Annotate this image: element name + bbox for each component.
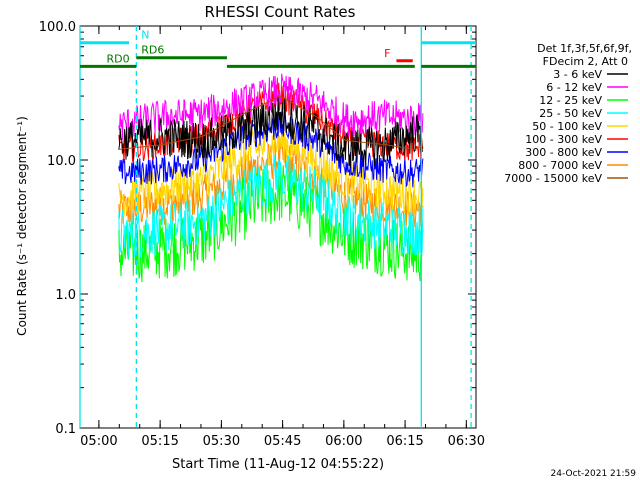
y-tick-label: 100.0 (39, 20, 76, 35)
x-tick-label: 06:15 (386, 434, 423, 449)
legend-entry-label: 3 - 6 keV (553, 68, 602, 81)
corner-timestamp: 24-Oct-2021 21:59 (551, 469, 637, 479)
y-tick-label: 1.0 (55, 288, 76, 303)
legend-entry-label: 300 - 800 keV (525, 146, 602, 159)
legend-header-line-2: FDecim 2, Att 0 (543, 55, 628, 68)
flag-bar-label: N (141, 29, 149, 42)
x-axis-label: Start Time (11-Aug-12 04:55:22) (172, 457, 384, 472)
legend-entry-label: 25 - 50 keV (539, 107, 602, 120)
legend-entry-label: 100 - 300 keV (525, 133, 602, 146)
legend-entry-label: 800 - 7000 keV (518, 159, 602, 172)
x-tick-label: 05:15 (141, 434, 178, 449)
y-tick-label: 10.0 (47, 154, 76, 169)
series-line (118, 73, 424, 140)
x-tick-label: 05:30 (203, 434, 240, 449)
chart-title: RHESSI Count Rates (205, 3, 356, 21)
x-tick-label: 05:45 (264, 434, 301, 449)
x-tick-label: 06:00 (325, 434, 362, 449)
y-axis-label: Count Rate (s⁻¹ detector segment⁻¹) (15, 116, 29, 336)
legend-entry-label: 7000 - 15000 keV (504, 172, 602, 185)
x-tick-label: 06:30 (448, 434, 485, 449)
legend-entry-label: 12 - 25 keV (539, 94, 602, 107)
legend-entry-label: 50 - 100 keV (532, 120, 602, 133)
flag-bar-label: RD6 (141, 44, 164, 57)
flag-bar-label: RD0 (107, 52, 130, 65)
legend-header-line-1: Det 1f,3f,5f,6f,9f, (537, 42, 632, 55)
legend-entry-label: 6 - 12 keV (546, 81, 602, 94)
series-line (118, 96, 424, 169)
x-tick-label: 05:00 (80, 434, 117, 449)
y-tick-label: 0.1 (55, 422, 76, 437)
flag-bar-label: F (384, 47, 390, 60)
series-line (118, 154, 424, 259)
series-line (118, 95, 424, 150)
